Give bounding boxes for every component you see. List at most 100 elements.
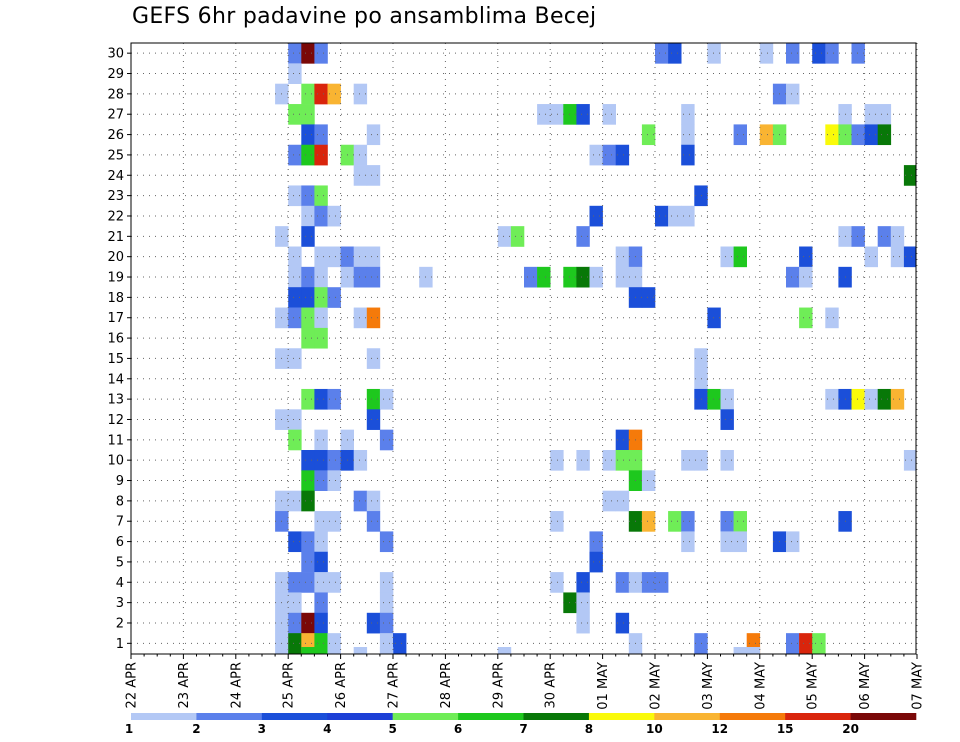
heatmap-cell [288,612,302,634]
heatmap-cell [602,144,616,166]
heatmap-cell [288,429,302,451]
heatmap-cell [825,43,839,64]
heatmap-cell [903,165,917,186]
heatmap-cell [615,144,630,166]
heatmap-cell [288,43,302,64]
grid-lines [130,43,918,654]
heatmap-cell [301,388,315,410]
heatmap-cell [602,104,616,125]
heatmap-cell [327,205,341,227]
heatmap-cell [602,450,616,471]
heatmap-cell [733,647,747,655]
heatmap-cell [550,104,564,125]
heatmap-cell [903,246,917,268]
colorbar-swatch [588,713,655,720]
heatmap-cell [655,43,669,64]
heatmap-cell [314,612,328,634]
heatmap-cell [301,450,315,471]
heatmap-cell [301,551,315,573]
heatmap-cell [720,246,734,268]
heatmap-cell [327,388,341,410]
heatmap-cell [366,307,381,329]
heatmap-cell [707,43,721,64]
heatmap-cell [602,490,616,512]
heatmap-cell [353,144,368,166]
heatmap-cell [786,83,800,105]
heatmap-cell [314,185,328,207]
heatmap-cell [379,531,394,553]
heatmap-cell [288,490,302,512]
colorbar-swatch [131,713,197,720]
colorbar-label: 1 [125,722,133,736]
colorbar-swatch [261,713,328,720]
heatmap-cell [576,592,590,614]
heatmap-cell [641,470,656,491]
y-tick-label: 5 [116,555,124,570]
heatmap-cell [288,185,302,207]
heatmap-cell [366,124,381,146]
y-tick-label: 17 [107,311,124,326]
y-tick-label: 16 [107,332,124,347]
y-tick-label: 27 [107,108,124,123]
y-tick-label: 8 [116,494,124,509]
colorbar-swatch [850,713,917,720]
heatmap-cell [615,572,630,593]
colorbar-swatch [327,713,393,720]
heatmap-cell [301,266,315,288]
heatmap-cell [733,511,747,532]
heatmap-cell [655,572,669,593]
y-tick-label: 15 [107,352,124,367]
heatmap-cell [890,388,905,410]
heatmap-cell [314,511,328,532]
heatmap-cell [327,470,341,491]
colorbar-swatch [785,713,851,720]
x-tick-label: 22 APR [125,662,140,708]
colorbar-label: 12 [711,722,728,736]
heatmap-cell [733,124,747,146]
colorbar-swatch [196,713,263,720]
heatmap-cell [615,429,630,451]
heatmap-cell [288,348,302,369]
heatmap-cell [720,388,734,410]
heatmap-cell [366,511,381,532]
colorbar-label: 10 [646,722,663,736]
heatmap-cell [353,83,368,105]
colorbar-label: 6 [454,722,462,736]
heatmap-cell [314,246,328,268]
heatmap-cell [353,266,368,288]
heatmap-cell [288,63,302,84]
y-tick-label: 30 [107,47,124,62]
heatmap-cell [327,572,341,593]
x-tick-label: 03 MAY [701,662,716,710]
heatmap-cell [589,551,603,573]
heatmap-cell [353,165,368,186]
heatmap-cell [799,633,813,654]
heatmap-cell [288,287,302,308]
x-tick-label: 06 MAY [858,662,873,710]
heatmap-cell [314,429,328,451]
y-tick-label: 6 [116,535,124,550]
y-tick-label: 22 [107,209,124,224]
chart-title: GEFS 6hr padavine po ansamblima Becej [132,4,597,29]
heatmap-cell [353,490,368,512]
heatmap-cell [825,307,839,329]
colorbar-label: 8 [585,722,593,736]
heatmap-cell [589,205,603,227]
heatmap-cell [327,511,341,532]
heatmap-cell [353,246,368,268]
heatmap-cell [353,647,368,655]
heatmap-cell [314,572,328,593]
heatmap-cell [379,592,394,614]
colorbar-label: 7 [519,722,527,736]
heatmap-cell [314,470,328,491]
heatmap-cells [275,43,917,655]
y-tick-label: 23 [107,189,124,204]
heatmap-cell [379,429,394,451]
heatmap-cell [314,124,328,146]
heatmap-cell [314,531,328,553]
colorbar-swatch [392,713,459,720]
heatmap-cell [314,83,328,105]
y-tick-label: 7 [116,515,124,530]
heatmap-cell [301,205,315,227]
colorbar-swatch [523,713,590,720]
